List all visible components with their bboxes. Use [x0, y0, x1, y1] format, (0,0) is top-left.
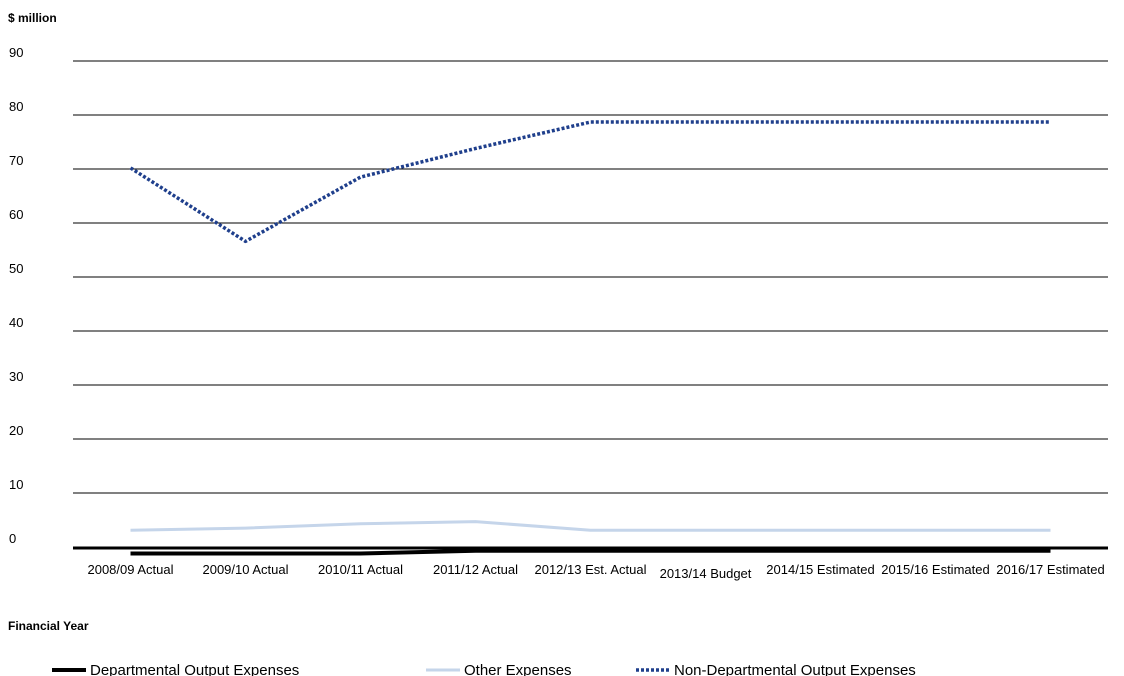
- x-tick-label: 2015/16 Estimated: [881, 562, 989, 577]
- legend-label: Other Expenses: [464, 662, 572, 676]
- x-tick-label: 2008/09 Actual: [87, 562, 173, 577]
- x-tick-label: 2010/11 Actual: [318, 562, 403, 577]
- x-tick-label: 2014/15 Estimated: [766, 562, 874, 577]
- x-tick-label: 2011/12 Actual: [433, 562, 518, 577]
- y-axis-label: $ million: [8, 11, 57, 25]
- x-tick-labels: 2008/09 Actual 2009/10 Actual 2010/11 Actu…: [87, 562, 1104, 581]
- legend-label: Non-Departmental Output Expenses: [674, 662, 916, 676]
- y-tick-label: 20: [9, 423, 23, 438]
- x-axis-label: Financial Year: [8, 619, 89, 633]
- x-tick-label: 2012/13 Est. Actual: [534, 562, 646, 577]
- y-tick-label: 60: [9, 207, 23, 222]
- y-tick-labels: 0 10 20 30 40 50 60 70 80 90: [9, 45, 23, 546]
- series-line-1: [130, 548, 1051, 556]
- x-tick-label: 2009/10 Actual: [202, 562, 288, 577]
- y-tick-label: 70: [9, 153, 23, 168]
- x-tick-label: 2016/17 Estimated: [996, 562, 1104, 577]
- y-tick-label: 30: [9, 369, 23, 384]
- gridlines: [73, 60, 1108, 550]
- series-lines: [129, 120, 1051, 556]
- legend-label: Departmental Output Expenses: [90, 662, 299, 676]
- series-line-3: [129, 120, 1051, 244]
- y-tick-label: 10: [9, 477, 23, 492]
- x-tick-label: 2013/14 Budget: [660, 566, 752, 581]
- y-tick-label: 40: [9, 315, 23, 330]
- y-tick-label: 0: [9, 531, 16, 546]
- y-tick-label: 80: [9, 99, 23, 114]
- series-line-2: [130, 520, 1051, 532]
- y-tick-label: 90: [9, 45, 23, 60]
- legend: Departmental Output Expenses Other Expens…: [52, 662, 916, 676]
- y-tick-label: 50: [9, 261, 23, 276]
